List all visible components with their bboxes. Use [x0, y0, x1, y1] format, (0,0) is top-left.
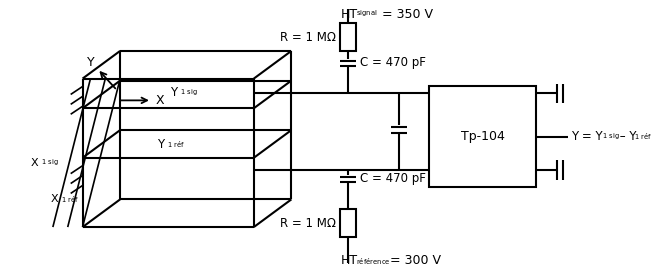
- Text: $_{\mathsf{1\ sig}}$: $_{\mathsf{1\ sig}}$: [41, 158, 58, 168]
- Bar: [340, 23, 356, 51]
- Text: Y: Y: [170, 86, 177, 99]
- Text: Y = Y: Y = Y: [570, 130, 602, 143]
- Bar: [340, 209, 356, 237]
- Text: HT: HT: [341, 254, 358, 267]
- Text: = 300 V: = 300 V: [390, 254, 442, 267]
- Text: X: X: [155, 94, 164, 107]
- Bar: [429, 85, 536, 187]
- Text: $_{\mathsf{1\ réf}}$: $_{\mathsf{1\ réf}}$: [167, 140, 185, 150]
- Text: HT: HT: [341, 8, 358, 21]
- Text: = 350 V: = 350 V: [382, 8, 434, 21]
- Text: Y: Y: [87, 56, 94, 69]
- Text: $_{\mathsf{1\ réf}}$: $_{\mathsf{1\ réf}}$: [61, 194, 79, 204]
- Text: $_{\mathsf{1\ sig}}$: $_{\mathsf{1\ sig}}$: [602, 132, 620, 142]
- Text: $_{\mathsf{1\ réf}}$: $_{\mathsf{1\ réf}}$: [634, 131, 652, 142]
- Text: R = 1 MΩ: R = 1 MΩ: [280, 30, 336, 44]
- Text: – Y: – Y: [616, 130, 637, 143]
- Text: Tp-104: Tp-104: [461, 130, 505, 143]
- Text: R = 1 MΩ: R = 1 MΩ: [280, 217, 336, 230]
- Text: C = 470 pF: C = 470 pF: [360, 172, 426, 185]
- Text: $_{\mathsf{référence}}$: $_{\mathsf{référence}}$: [356, 256, 390, 267]
- Text: $_{\mathsf{signal}}$: $_{\mathsf{signal}}$: [356, 8, 377, 19]
- Text: Y: Y: [157, 138, 164, 152]
- Text: X: X: [51, 194, 58, 204]
- Text: X: X: [31, 158, 39, 168]
- Text: C = 470 pF: C = 470 pF: [360, 56, 426, 69]
- Text: $_{\mathsf{1\ sig}}$: $_{\mathsf{1\ sig}}$: [179, 87, 197, 98]
